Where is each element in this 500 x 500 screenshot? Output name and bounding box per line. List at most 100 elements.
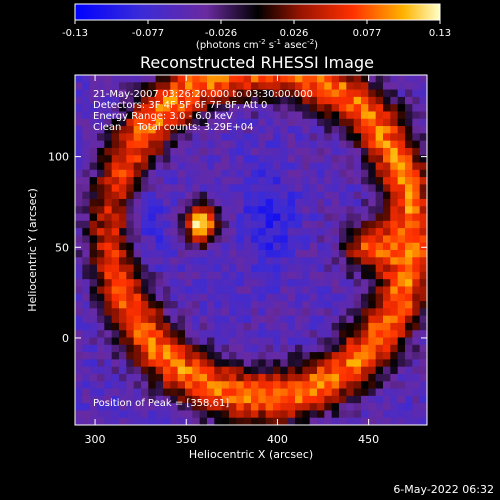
heatmap-cell [346,242,355,251]
heatmap-cell [361,89,369,98]
heatmap-cell [339,403,347,412]
heatmap-cell [251,395,259,404]
heatmap-cell [295,352,303,360]
heatmap-cell [221,264,230,273]
heatmap-cell [405,89,413,98]
heatmap-cell [163,301,171,309]
heatmap-cell [185,257,193,266]
heatmap-cell [295,381,303,390]
heatmap-cell [383,242,391,251]
heatmap-cell [97,293,105,302]
heatmap-cell [236,177,245,185]
heatmap-cell [207,337,215,346]
heatmap-cell [273,206,281,215]
heatmap-cell [236,198,245,207]
heatmap-cell [280,213,289,222]
heatmap-cell [192,257,201,266]
heatmap-cell [295,271,303,280]
heatmap-cell [170,279,179,288]
heatmap-cell [133,89,142,98]
heatmap-cell [309,395,318,404]
heatmap-cell [75,118,83,127]
heatmap-cell [412,75,421,83]
heatmap-cell [280,410,289,419]
heatmap-cell [361,133,369,142]
heatmap-cell [317,96,325,105]
heatmap-cell [383,315,391,324]
heatmap-cell [199,235,208,244]
heatmap-cell [324,118,333,127]
heatmap-cell [141,293,149,302]
heatmap-cell [119,242,127,251]
heatmap-cell [199,359,208,368]
heatmap-cell [89,147,98,156]
heatmap-cell [383,147,391,156]
heatmap-cell [346,147,355,156]
heatmap-cell [273,177,281,185]
heatmap-cell [361,96,369,105]
heatmap-cell [199,395,208,404]
heatmap-cell [295,140,303,149]
heatmap-cell [265,337,274,346]
heatmap-cell [309,169,318,178]
heatmap-cell [141,235,149,244]
heatmap-cell [155,395,164,404]
heatmap-cell [383,279,391,288]
heatmap-cell [405,250,413,258]
heatmap-cell [287,177,296,185]
heatmap-cell [185,366,193,375]
heatmap-cell [82,359,91,368]
heatmap-cell [331,206,340,215]
heatmap-cell [119,344,127,353]
heatmap-cell [390,96,399,105]
heatmap-cell [141,162,149,171]
heatmap-cell [192,191,201,200]
heatmap-cell [126,126,135,134]
heatmap-cell [368,242,377,251]
heatmap-cell [258,133,267,142]
heatmap-cell [280,184,289,193]
heatmap-cell [207,162,215,171]
heatmap-cell [339,213,347,222]
heatmap-cell [339,301,347,309]
heatmap-cell [265,220,274,229]
heatmap-cell [353,220,362,229]
heatmap-cell [302,96,311,105]
heatmap-cell [258,359,267,368]
heatmap-cell [75,308,83,317]
heatmap-cell [265,271,274,280]
heatmap-cell [397,359,406,368]
colorbar: -0.13 -0.077 -0.026 0.026 0.077 0.13 (photons… [62,3,451,51]
heatmap-cell [104,242,113,251]
heatmap-cell [207,177,215,185]
heatmap-cell [309,301,318,309]
heatmap-cell [412,155,421,164]
heatmap-cell [104,301,113,309]
heatmap-cell [302,403,311,412]
heatmap-cell [251,75,259,83]
heatmap-cell [405,147,413,156]
heatmap-cell [155,82,164,91]
heatmap-cell [339,250,347,258]
heatmap-cell [273,82,281,91]
heatmap-cell [104,235,113,244]
heatmap-cell [192,147,201,156]
heatmap-cell [199,322,208,331]
heatmap-cell [177,111,186,120]
heatmap-cell [273,359,281,368]
heatmap-cell [163,184,171,193]
heatmap-cell [119,417,127,425]
heatmap-cell [287,315,296,324]
heatmap-cell [214,126,223,134]
heatmap-cell [243,118,252,127]
heatmap-cell [390,140,399,149]
heatmap-cell [412,271,421,280]
heatmap-cell [126,286,135,295]
heatmap-cell [177,169,186,178]
heatmap-cell [82,155,91,164]
heatmap-cell [280,417,289,425]
heatmap-cell [405,373,413,382]
heatmap-cell [361,126,369,134]
heatmap-cell [258,206,267,215]
heatmap-cell [192,155,201,164]
